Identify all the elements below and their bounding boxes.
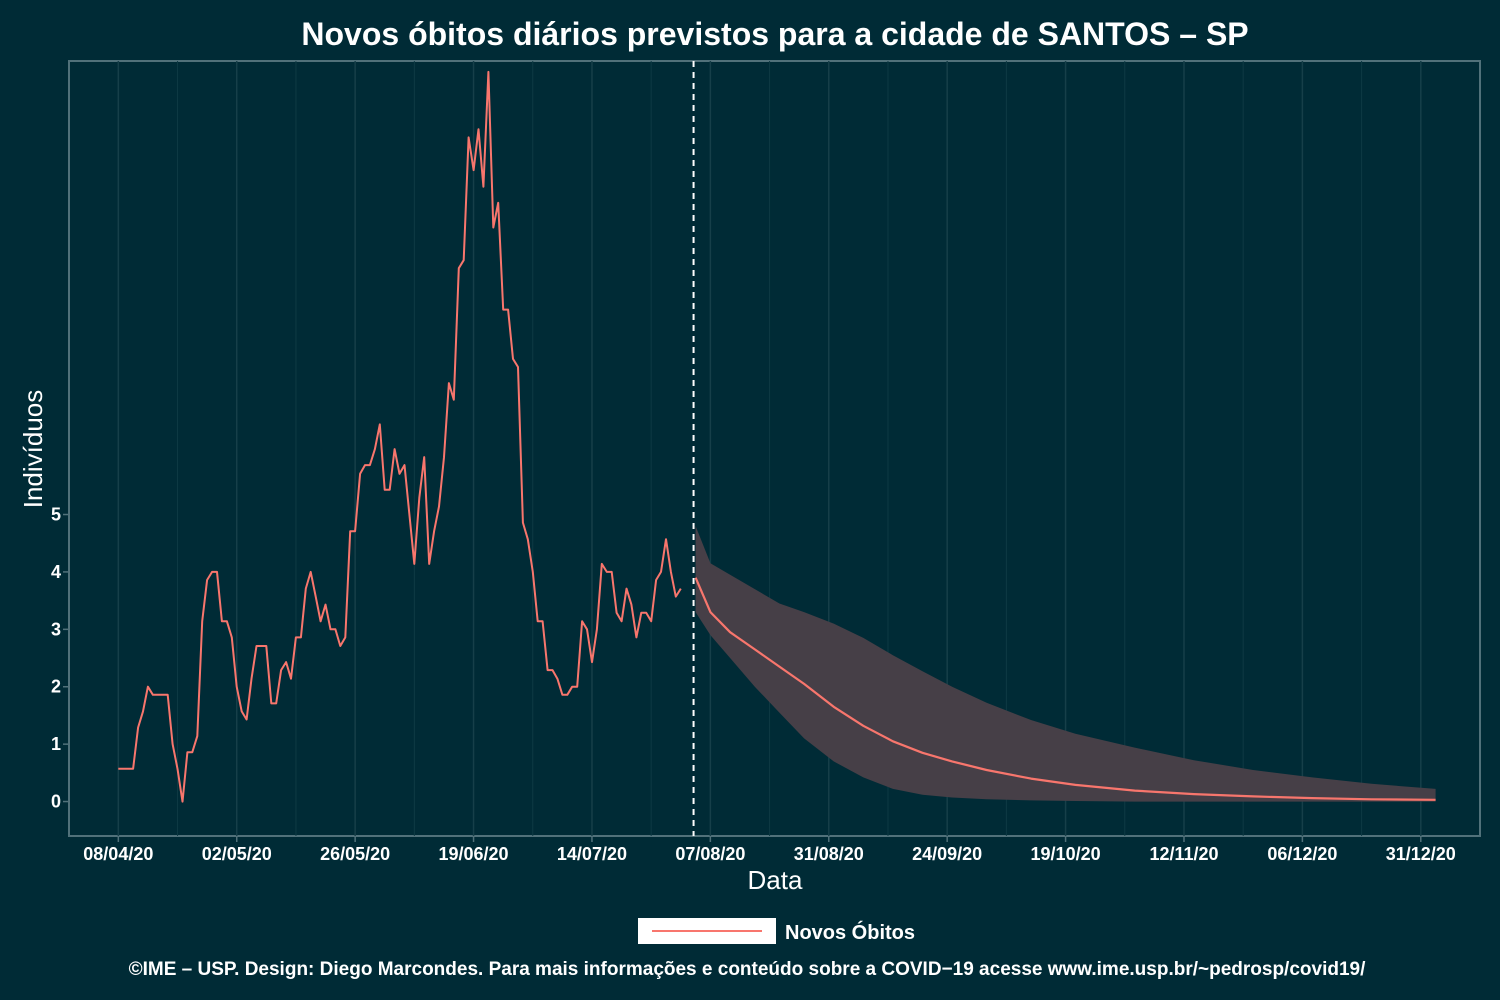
y-tick-label: 0 bbox=[51, 792, 61, 812]
x-tick-label: 24/09/20 bbox=[912, 844, 982, 864]
x-tick-layer: 08/04/20 02/05/20 26/05/20 19/06/20 14/07/20… bbox=[83, 836, 1456, 864]
forecast-mean-line bbox=[694, 577, 1436, 801]
y-tick-layer: 0 1 2 3 4 5 bbox=[51, 505, 69, 812]
y-axis-label: Indivíduos bbox=[18, 390, 48, 509]
band-layer bbox=[695, 526, 1436, 802]
x-tick-label: 19/06/20 bbox=[439, 844, 509, 864]
observed-deaths-line bbox=[118, 70, 682, 803]
plot-panel bbox=[68, 60, 1481, 837]
forecast-confidence-band bbox=[695, 526, 1436, 802]
y-tick-label: 2 bbox=[51, 677, 61, 697]
legend: Novos Óbitos bbox=[638, 918, 915, 944]
line-layer bbox=[118, 70, 1436, 803]
x-tick-label: 31/12/20 bbox=[1386, 844, 1456, 864]
x-tick-label: 26/05/20 bbox=[320, 844, 390, 864]
chart-title: Novos óbitos diários previstos para a ci… bbox=[301, 16, 1248, 52]
x-axis-label: Data bbox=[748, 865, 803, 895]
x-tick-label: 12/11/20 bbox=[1149, 844, 1218, 864]
x-tick-label: 08/04/20 bbox=[83, 844, 153, 864]
x-tick-label: 14/07/20 bbox=[557, 844, 627, 864]
legend-label: Novos Óbitos bbox=[785, 920, 915, 944]
grid-layer bbox=[117, 61, 1422, 836]
caption: ©IME – USP. Design: Diego Marcondes. Par… bbox=[129, 959, 1366, 980]
x-tick-label: 02/05/20 bbox=[202, 844, 272, 864]
y-tick-label: 3 bbox=[51, 619, 61, 639]
x-tick-label: 31/08/20 bbox=[794, 844, 864, 864]
y-tick-label: 5 bbox=[51, 505, 61, 525]
x-tick-label: 06/12/20 bbox=[1267, 844, 1337, 864]
x-tick-label: 07/08/20 bbox=[675, 844, 745, 864]
y-tick-label: 1 bbox=[51, 734, 61, 754]
x-tick-label: 19/10/20 bbox=[1031, 844, 1101, 864]
y-tick-label: 4 bbox=[51, 562, 61, 582]
